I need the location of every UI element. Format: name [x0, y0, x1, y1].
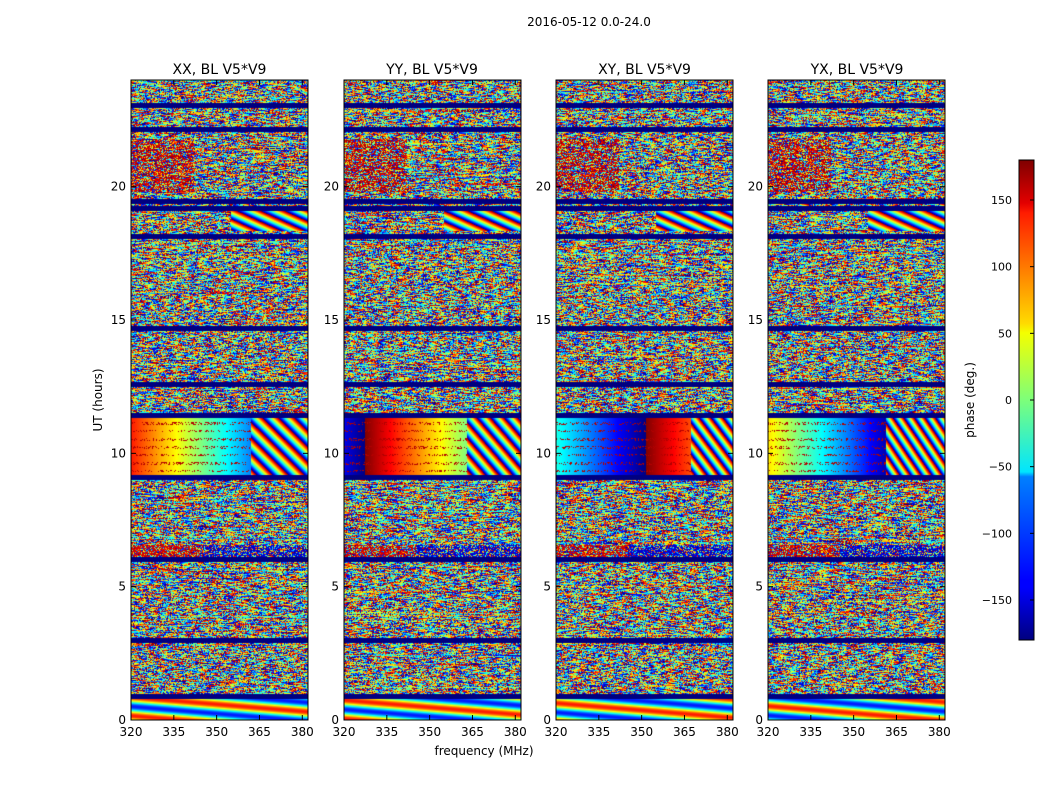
y-tick-label-xx: 10	[111, 446, 126, 460]
panel-xy: 320 335 350 365 380 0 5 10 15 20	[536, 79, 739, 739]
phase-heatmap-xx	[131, 80, 308, 720]
colorbar-tick-label: 150	[991, 194, 1012, 207]
panel-xx: 320 335 350 365 380 0 5 10 15 20	[111, 79, 314, 739]
y-tick-label-xy: 0	[543, 713, 551, 727]
x-tick-label-yx: 320	[757, 725, 780, 739]
suptitle: 2016-05-12 0.0-24.0	[527, 15, 651, 29]
y-tick-label-xx: 5	[118, 580, 126, 594]
y-tick-label-xy: 5	[543, 580, 551, 594]
x-tick-label-xx: 335	[162, 725, 185, 739]
y-tick-label-xx: 0	[118, 713, 126, 727]
y-tick-label-xy: 15	[536, 313, 551, 327]
x-tick-label-xx: 350	[205, 725, 228, 739]
y-tick-label-yx: 5	[755, 580, 763, 594]
y-tick-label-yy: 20	[324, 180, 339, 194]
x-tick-label-yy: 320	[333, 725, 356, 739]
y-tick-label-yx: 10	[748, 446, 763, 460]
y-tick-label-xx: 20	[111, 180, 126, 194]
y-tick-label-yx: 15	[748, 313, 763, 327]
plot-frame-xx	[130, 79, 309, 721]
x-tick-label-xy: 350	[630, 725, 653, 739]
panel-title-xx: XX, BL V5*V9	[173, 62, 267, 78]
x-tick-label-xx: 380	[291, 725, 314, 739]
colorbar-tick-label: 100	[991, 261, 1012, 274]
y-tick-label-xy: 10	[536, 446, 551, 460]
colorbar-tick-label: −150	[982, 594, 1012, 607]
phase-heatmap-yy	[344, 80, 521, 720]
x-tick-label-yy: 335	[375, 725, 398, 739]
x-tick-label-yx: 365	[885, 725, 908, 739]
plot-frame-yx	[767, 79, 946, 721]
y-tick-label-yy: 5	[331, 580, 339, 594]
x-tick-label-yx: 335	[799, 725, 822, 739]
colorbar-tick-label: −100	[982, 527, 1012, 540]
panel-yx: 320 335 350 365 380 0 5 10 15 20	[748, 79, 951, 739]
x-tick-label-xy: 335	[587, 725, 610, 739]
panel-yy: 320 335 350 365 380 0 5 10 15 20	[324, 79, 527, 739]
x-axis-label: frequency (MHz)	[434, 744, 533, 758]
colorbar-tick-label: 50	[998, 327, 1012, 340]
x-tick-label-yy: 350	[418, 725, 441, 739]
plot-frame-xy	[555, 79, 734, 721]
colorbar-tick-label: 0	[1005, 394, 1012, 407]
y-axis-label: UT (hours)	[91, 368, 105, 431]
y-tick-label-xx: 15	[111, 313, 126, 327]
x-tick-label-yx: 350	[842, 725, 865, 739]
x-tick-label-yy: 365	[461, 725, 484, 739]
y-tick-label-xy: 20	[536, 180, 551, 194]
x-tick-label-xy: 380	[716, 725, 739, 739]
y-tick-label-yx: 0	[755, 713, 763, 727]
panels: 320 335 350 365 380 0 5 10 15 20 320 335 350 365 380 0 5…	[111, 79, 951, 739]
colorbar-ticks: −150 −100 −50 0 50 100 150	[982, 194, 1034, 607]
y-tick-label-yy: 10	[324, 446, 339, 460]
plot-frame-yy	[343, 79, 522, 721]
x-tick-label-xy: 320	[545, 725, 568, 739]
panel-title-xy: XY, BL V5*V9	[598, 62, 691, 78]
y-tick-label-yx: 20	[748, 180, 763, 194]
panel-title-yx: YX, BL V5*V9	[810, 62, 904, 78]
x-tick-label-xy: 365	[673, 725, 696, 739]
x-tick-label-xx: 365	[248, 725, 271, 739]
colorbar-label: phase (deg.)	[963, 362, 977, 438]
panel-title-yy: YY, BL V5*V9	[385, 62, 478, 78]
x-tick-label-yy: 380	[504, 725, 527, 739]
phase-heatmap-yx	[768, 80, 945, 720]
phase-heatmap-xy	[556, 80, 733, 720]
x-tick-label-yx: 380	[928, 725, 951, 739]
x-tick-label-xx: 320	[120, 725, 143, 739]
colorbar-tick-label: −50	[989, 461, 1012, 474]
y-tick-label-yy: 15	[324, 313, 339, 327]
y-tick-label-yy: 0	[331, 713, 339, 727]
